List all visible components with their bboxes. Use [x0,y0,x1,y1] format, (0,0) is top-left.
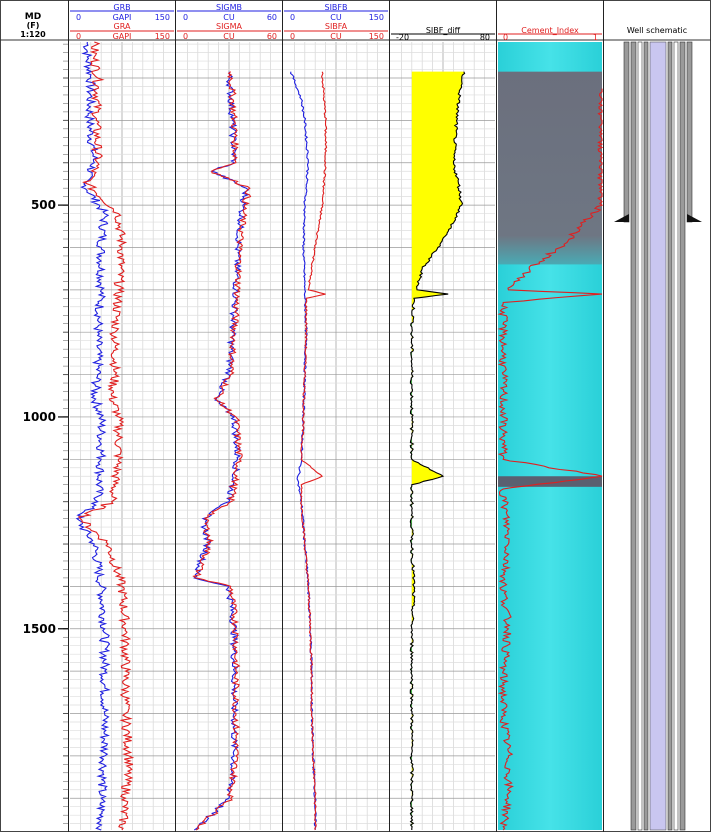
sigmb-unit: CU [223,13,235,22]
depth-label: 1500 [23,622,56,636]
curve-grb [75,41,111,831]
curve-gra [77,41,135,831]
schematic-conductor-right [686,41,693,223]
schematic-tubing-left [637,41,643,831]
cement-index-track-header: Cement_Index 0 1 [498,26,602,42]
curve-cement-index [497,88,604,831]
schematic-conductor-left [623,41,630,223]
sibfa-unit: CU [330,32,342,41]
cement-index-name: Cement_Index [521,26,579,35]
grb-name: GRB [113,3,130,12]
cement-index-min: 0 [503,33,508,42]
curve-sigma [192,71,252,831]
schematic-inner-right [667,41,673,831]
schematic-shoe-left [614,214,629,222]
schematic-tubing-right [673,41,679,831]
schematic-inner-left [643,41,649,831]
depth-title: MD [25,12,41,22]
depth-labels: 500 1000 1500 [23,198,68,636]
well-schematic-title: Well schematic [627,26,687,35]
depth-label: 1000 [23,410,56,424]
curve-sibfa [299,71,328,831]
sibf-diff-max: 80 [480,33,490,42]
sigmb-max: 60 [267,13,277,22]
sigma-name: SIGMA [216,22,243,31]
curve-layer [75,41,604,831]
sibfb-unit: CU [330,13,342,22]
sibfa-min: 0 [290,32,295,41]
gra-name: GRA [114,22,131,31]
gr-track-header: GRB 0 GAPI 150 GRA 0 GAPI 150 [70,3,174,41]
sibf-diff-track-header: SIBF_diff -20 80 [391,26,495,42]
gra-min: 0 [76,32,81,41]
sibfb-max: 150 [369,13,384,22]
schematic-bore [649,41,667,831]
sibfa-max: 150 [369,32,384,41]
depth-scale: 1:120 [20,30,46,39]
cement-free-pipe-band [498,476,602,487]
depth-label: 500 [31,198,56,212]
sigmb-min: 0 [183,13,188,22]
curve-sibf-diff [409,71,466,830]
grb-max: 150 [155,13,170,22]
gra-unit: GAPI [113,32,132,41]
sibf-diff-positive-fill [411,71,465,831]
schematic-casing-right [679,41,686,831]
well-schematic [614,41,702,831]
sigmb-name: SIGMB [216,3,242,12]
depth-unit: (F) [27,21,40,30]
sigma-max: 60 [267,32,277,41]
sibfb-name: SIBFB [324,3,347,12]
sibf-track-header: SIBFB 0 CU 150 SIBFA 0 CU 150 [284,3,388,41]
sibfb-min: 0 [290,13,295,22]
gra-max: 150 [155,32,170,41]
grb-unit: GAPI [113,13,132,22]
grb-min: 0 [76,13,81,22]
sibf-diff-min: -20 [396,33,409,42]
schematic-casing-left [630,41,637,831]
track-separators [68,0,604,832]
schematic-shoe-right [687,214,702,222]
sibfa-name: SIBFA [325,22,348,31]
cement-free-pipe-fill [498,71,602,265]
cement-index-max: 1 [593,33,598,42]
sigma-track-header: SIGMB 0 CU 60 SIGMA 0 CU 60 [177,3,281,41]
sibf-diff-name: SIBF_diff [426,26,461,35]
sigma-min: 0 [183,32,188,41]
curve-sigmb [193,71,250,831]
sigma-unit: CU [223,32,235,41]
